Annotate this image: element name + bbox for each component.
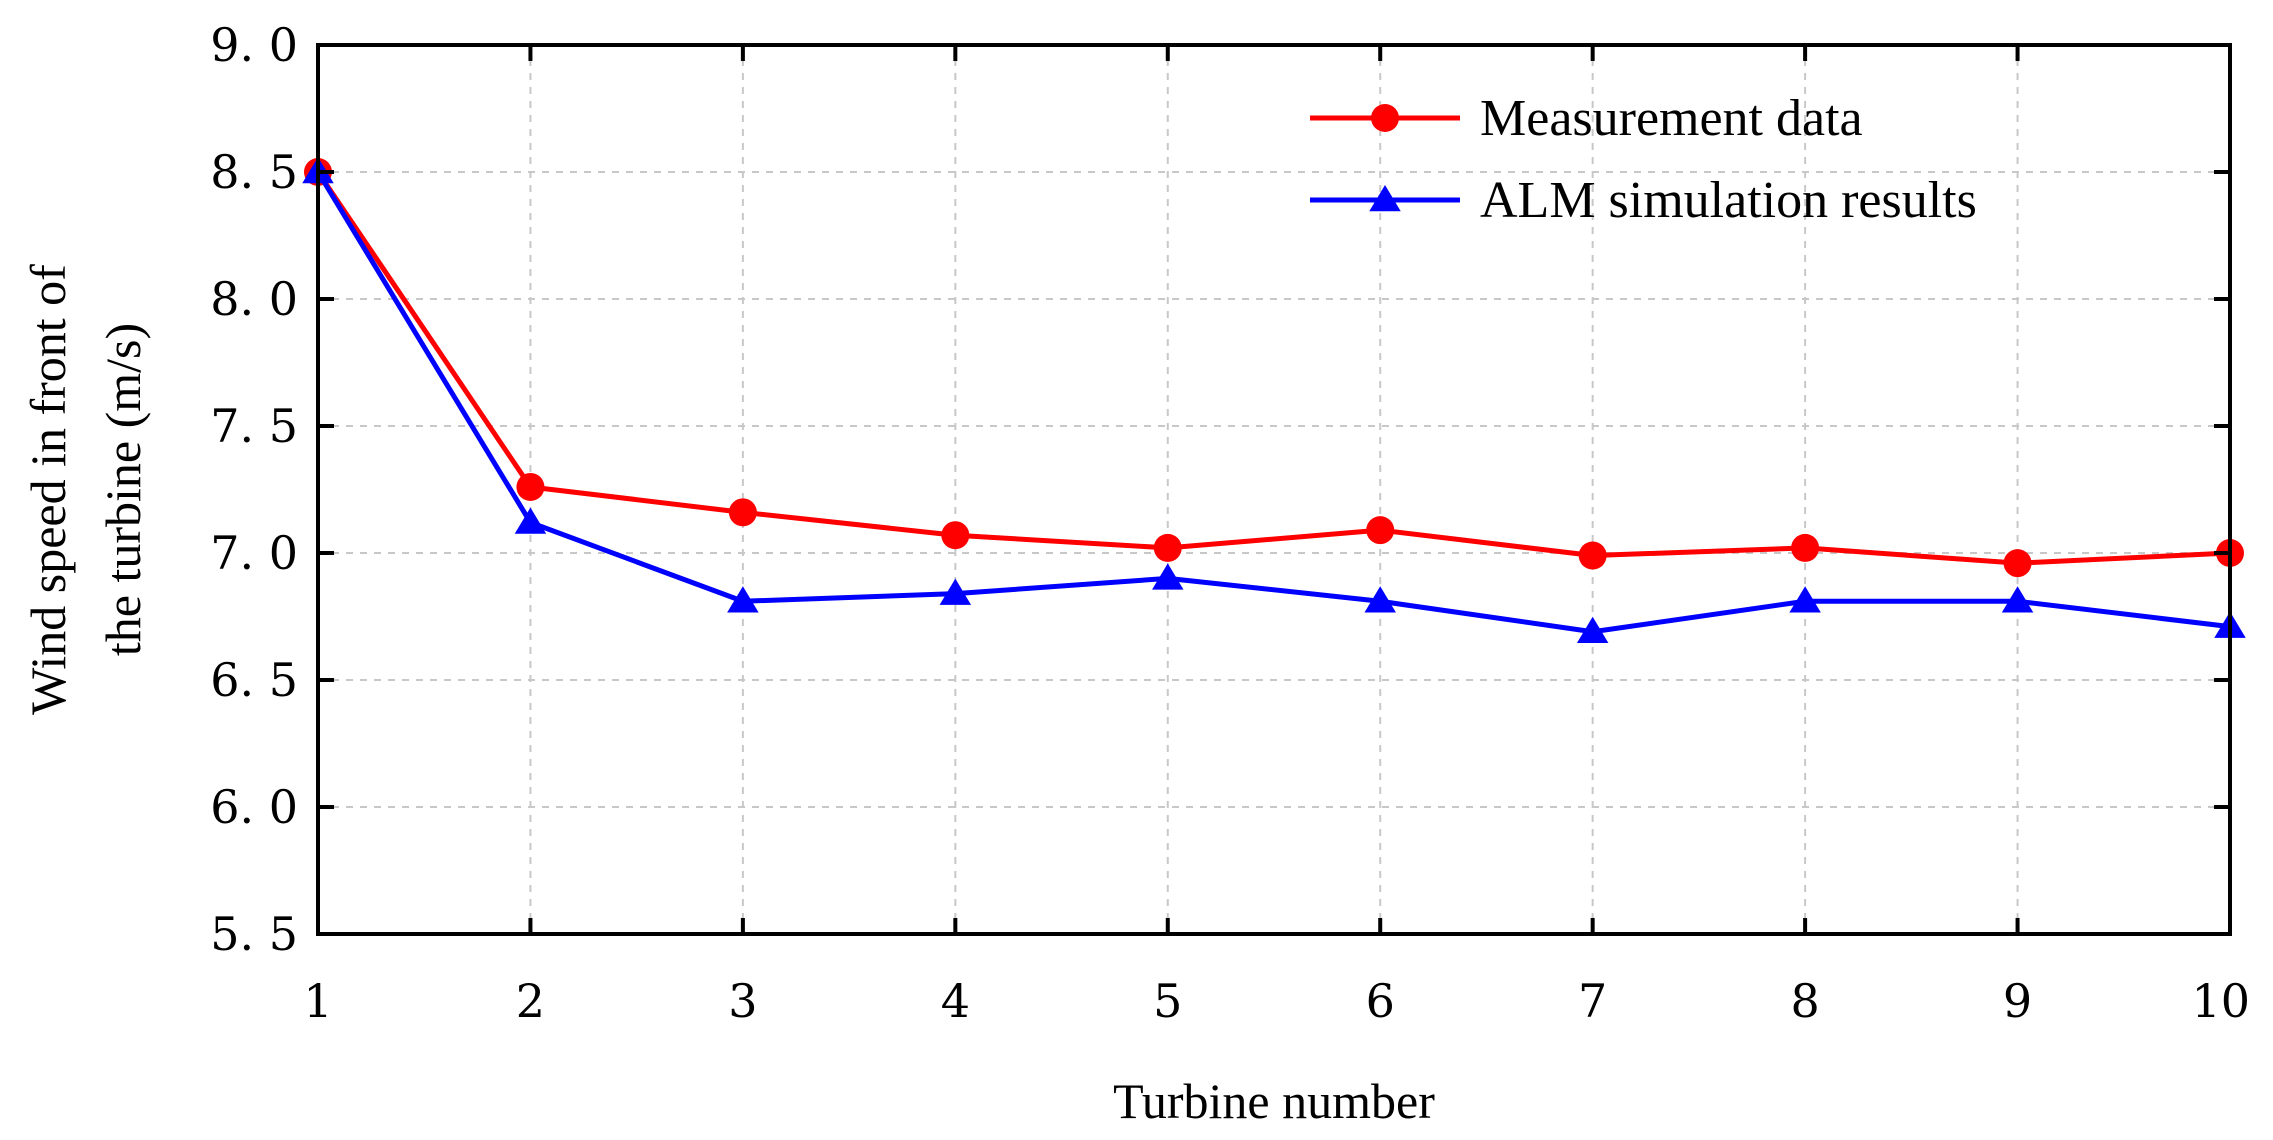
x-tick-label: 7 xyxy=(1578,974,1607,1028)
data-point-triangle xyxy=(2001,586,2034,613)
series-line xyxy=(315,170,2231,635)
x-tick-label: 10 xyxy=(2191,974,2250,1028)
data-point-triangle xyxy=(1789,586,1821,613)
x-tick-label: 2 xyxy=(516,974,545,1028)
y-axis-title-line-1: Wind speed in front of xyxy=(20,264,76,715)
legend-marker-triangle xyxy=(1369,185,1401,212)
x-tick-label: 6 xyxy=(1366,974,1395,1028)
data-point-triangle xyxy=(514,507,547,534)
y-axis-title: Wind speed in front of the turbine (m/s) xyxy=(20,264,151,715)
data-point-circle xyxy=(2003,549,2032,578)
x-tick-label: 8 xyxy=(1790,974,1819,1028)
x-axis-title: Turbine number xyxy=(1113,1073,1435,1129)
y-tick-label: 8. 5 xyxy=(210,145,298,199)
y-axis-title-line-2: the turbine (m/s) xyxy=(95,323,151,656)
x-tick-label: 1 xyxy=(303,974,332,1028)
y-tick-label: 7. 5 xyxy=(210,399,298,453)
series-layer xyxy=(302,157,2246,643)
legend: Measurement data ALM simulation results xyxy=(1310,90,1977,229)
data-point-circle xyxy=(728,498,757,527)
data-point-triangle xyxy=(1576,616,1609,643)
series-measurement-data xyxy=(304,158,2244,578)
data-point-circle xyxy=(1578,541,1607,570)
y-tick-label: 7. 0 xyxy=(210,526,298,580)
y-tick-label: 6. 5 xyxy=(210,653,298,707)
data-point-circle xyxy=(1366,516,1395,545)
data-point-triangle xyxy=(1364,586,1396,613)
legend-marker-circle xyxy=(1371,104,1399,132)
data-point-triangle xyxy=(727,586,759,613)
legend-label-measurement: Measurement data xyxy=(1480,90,1863,147)
data-point-circle xyxy=(1791,533,1820,562)
data-point-circle xyxy=(516,472,545,501)
data-point-triangle xyxy=(1152,563,1184,590)
x-tick-label: 5 xyxy=(1153,974,1182,1028)
x-tick-label: 4 xyxy=(941,974,970,1028)
plot-frame xyxy=(316,43,2232,936)
grid-lines xyxy=(318,45,2230,934)
y-tick-label: 9. 0 xyxy=(210,18,298,72)
y-tick-label: 8. 0 xyxy=(210,272,298,326)
y-tick-label: 6. 0 xyxy=(210,780,298,834)
data-point-circle xyxy=(941,521,970,550)
x-tick-label: 9 xyxy=(2003,974,2032,1028)
axis-ticks: 5. 5 6. 0 6. 5 7. 0 7. 5 8. 0 8. 5 9. 0 1 2 3 4 5 6 7 8… xyxy=(210,18,2250,1028)
series-alm-simulation-results xyxy=(302,157,2246,643)
legend-label-alm: ALM simulation results xyxy=(1480,172,1977,229)
data-point-circle xyxy=(1153,533,1182,562)
data-point-triangle xyxy=(939,578,972,605)
y-tick-label: 5. 5 xyxy=(210,907,298,961)
series-line xyxy=(315,170,2231,566)
x-tick-label: 3 xyxy=(728,974,757,1028)
